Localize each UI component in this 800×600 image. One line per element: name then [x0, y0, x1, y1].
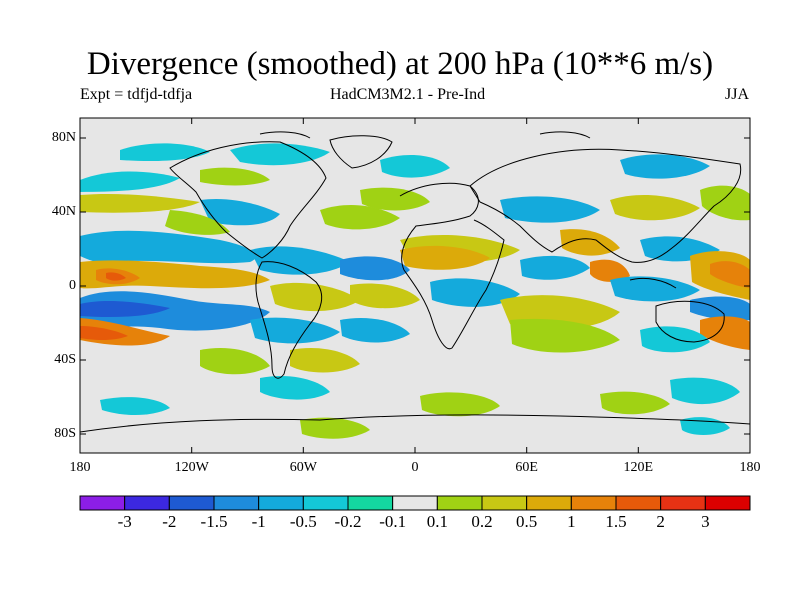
- colorbar-swatch: [615, 495, 662, 511]
- lon-label-120w: 120W: [174, 460, 209, 475]
- colorbar-label: 2: [656, 512, 665, 531]
- colorbar-label: -0.2: [334, 512, 362, 531]
- colorbar-label: 0.5: [516, 512, 538, 531]
- season-label: JJA: [725, 86, 750, 103]
- lon-label-0: 0: [411, 460, 419, 475]
- lat-label-80n: 80N: [51, 130, 76, 145]
- colorbar-swatch: [660, 495, 706, 511]
- colorbar-swatch: [704, 495, 751, 511]
- lat-label-80s: 80S: [54, 426, 76, 441]
- lon-label-180w: 180: [69, 460, 91, 475]
- experiment-label: Expt = tdfjd-tdfja: [80, 86, 193, 103]
- colorbar-label: -1.5: [200, 512, 228, 531]
- field-patches: [80, 143, 750, 439]
- colorbar-swatch: [124, 495, 170, 511]
- colorbar-swatch: [481, 495, 528, 511]
- colorbar-swatch: [526, 495, 572, 511]
- lat-label-40n: 40N: [51, 204, 76, 219]
- colorbar-swatch: [302, 495, 349, 511]
- colorbar-swatch: [436, 495, 483, 511]
- lon-label-60w: 60W: [289, 460, 317, 475]
- colorbar-swatch: [258, 495, 304, 511]
- colorbar-label: 0.1: [426, 512, 448, 531]
- colorbar: [79, 495, 751, 511]
- model-label: HadCM3M2.1 - Pre-Ind: [330, 86, 486, 103]
- colorbar-swatch: [79, 495, 126, 511]
- colorbar-label: -3: [117, 512, 132, 531]
- colorbar-label: -0.5: [289, 512, 317, 531]
- colorbar-swatch: [213, 495, 260, 511]
- map-title: Divergence (smoothed) at 200 hPa (10**6 …: [86, 46, 714, 82]
- colorbar-swatch: [392, 495, 438, 511]
- colorbar-label: 0.2: [471, 512, 493, 531]
- colorbar-label: -2: [162, 512, 177, 531]
- colorbar-swatch: [347, 495, 394, 511]
- colorbar-swatch: [570, 495, 617, 511]
- colorbar-label: 3: [701, 512, 710, 531]
- lat-label-40s: 40S: [54, 352, 76, 367]
- axis-ticks: [80, 118, 750, 453]
- colorbar-label: -1: [251, 512, 266, 531]
- colorbar-label: 1.5: [605, 512, 627, 531]
- map-field: [80, 118, 750, 453]
- colorbar-label: -0.1: [379, 512, 407, 531]
- lat-label-0: 0: [69, 278, 76, 293]
- colorbar-swatch: [168, 495, 215, 511]
- lon-label-120e: 120E: [623, 460, 654, 475]
- colorbar-label: 1: [567, 512, 576, 531]
- lon-label-180e: 180: [739, 460, 761, 475]
- lon-label-60e: 60E: [515, 460, 538, 475]
- coastlines: [80, 131, 750, 433]
